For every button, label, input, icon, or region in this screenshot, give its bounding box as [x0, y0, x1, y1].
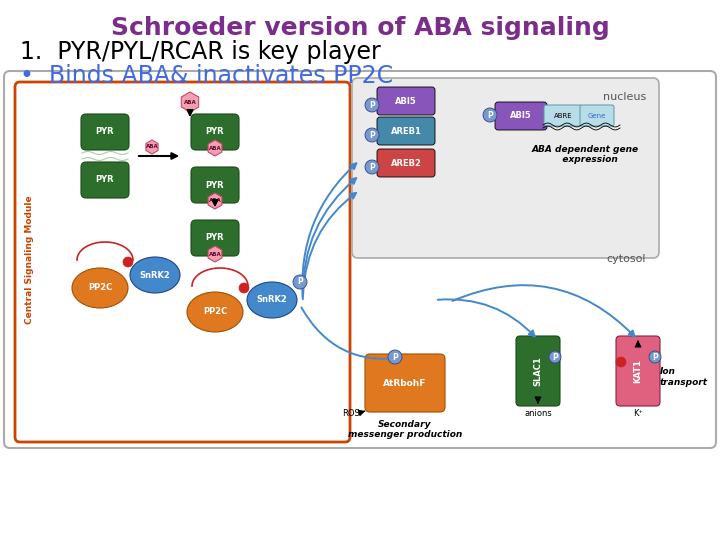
Circle shape [123, 257, 133, 267]
Text: Gene: Gene [588, 113, 606, 119]
Text: AREB2: AREB2 [390, 159, 421, 167]
Text: P: P [652, 353, 658, 361]
Circle shape [388, 350, 402, 364]
Text: ROS: ROS [342, 409, 360, 418]
Text: P: P [552, 353, 558, 361]
Text: •  Binds ABA& inactivates PP2C: • Binds ABA& inactivates PP2C [20, 64, 393, 88]
Text: ABI5: ABI5 [395, 97, 417, 105]
FancyBboxPatch shape [365, 354, 445, 412]
Circle shape [365, 128, 379, 142]
Text: ABA: ABA [184, 99, 197, 105]
Text: ABA: ABA [145, 145, 158, 150]
Text: P: P [487, 111, 493, 119]
Text: ABA: ABA [209, 252, 221, 256]
Text: SnRK2: SnRK2 [256, 295, 287, 305]
Text: P: P [392, 353, 398, 361]
Text: PYR: PYR [96, 127, 114, 137]
Text: K⁺: K⁺ [633, 409, 643, 418]
Text: ABRE: ABRE [554, 113, 572, 119]
Text: PYR: PYR [206, 127, 225, 137]
FancyBboxPatch shape [352, 78, 659, 258]
FancyBboxPatch shape [191, 114, 239, 150]
FancyBboxPatch shape [191, 167, 239, 203]
Ellipse shape [130, 257, 180, 293]
FancyBboxPatch shape [580, 105, 614, 126]
Text: P: P [297, 278, 303, 287]
Text: P: P [369, 100, 375, 110]
Circle shape [239, 283, 249, 293]
Ellipse shape [247, 282, 297, 318]
Text: SLAC1: SLAC1 [534, 356, 542, 386]
FancyBboxPatch shape [516, 336, 560, 406]
Text: nucleus: nucleus [603, 92, 646, 102]
Circle shape [616, 357, 626, 367]
FancyBboxPatch shape [15, 82, 350, 442]
Text: SnRK2: SnRK2 [140, 271, 171, 280]
Text: Ion
transport: Ion transport [660, 367, 708, 387]
Text: P: P [369, 131, 375, 139]
Text: PYR: PYR [96, 176, 114, 185]
FancyBboxPatch shape [616, 336, 660, 406]
Circle shape [483, 108, 497, 122]
FancyBboxPatch shape [4, 71, 716, 448]
Text: ABI5: ABI5 [510, 111, 532, 120]
Text: PYR: PYR [206, 233, 225, 242]
Text: AREB1: AREB1 [390, 126, 421, 136]
Text: ABA: ABA [209, 199, 221, 204]
Text: Secondary
messenger production: Secondary messenger production [348, 420, 462, 440]
Text: ABA: ABA [209, 145, 221, 151]
Text: PP2C: PP2C [88, 284, 112, 293]
Text: cytosol: cytosol [606, 254, 646, 264]
Text: PP2C: PP2C [203, 307, 227, 316]
FancyBboxPatch shape [377, 87, 435, 115]
FancyBboxPatch shape [495, 102, 547, 130]
Circle shape [549, 351, 561, 363]
FancyBboxPatch shape [191, 220, 239, 256]
FancyBboxPatch shape [81, 114, 129, 150]
Ellipse shape [72, 268, 128, 308]
Text: AtRbohF: AtRbohF [383, 379, 427, 388]
FancyBboxPatch shape [377, 149, 435, 177]
Text: PYR: PYR [206, 180, 225, 190]
Text: ABA dependent gene
   expression: ABA dependent gene expression [531, 145, 639, 164]
FancyBboxPatch shape [544, 105, 582, 126]
Text: anions: anions [524, 409, 552, 418]
Circle shape [365, 160, 379, 174]
Circle shape [365, 98, 379, 112]
Text: Schroeder version of ABA signaling: Schroeder version of ABA signaling [111, 16, 609, 40]
Circle shape [293, 275, 307, 289]
Text: Central Signaling Module: Central Signaling Module [25, 195, 35, 325]
Ellipse shape [187, 292, 243, 332]
FancyBboxPatch shape [81, 162, 129, 198]
Text: KAT1: KAT1 [634, 359, 642, 383]
Text: 1.  PYR/PYL/RCAR is key player: 1. PYR/PYL/RCAR is key player [20, 40, 381, 64]
FancyBboxPatch shape [377, 117, 435, 145]
Text: P: P [369, 163, 375, 172]
Circle shape [649, 351, 661, 363]
